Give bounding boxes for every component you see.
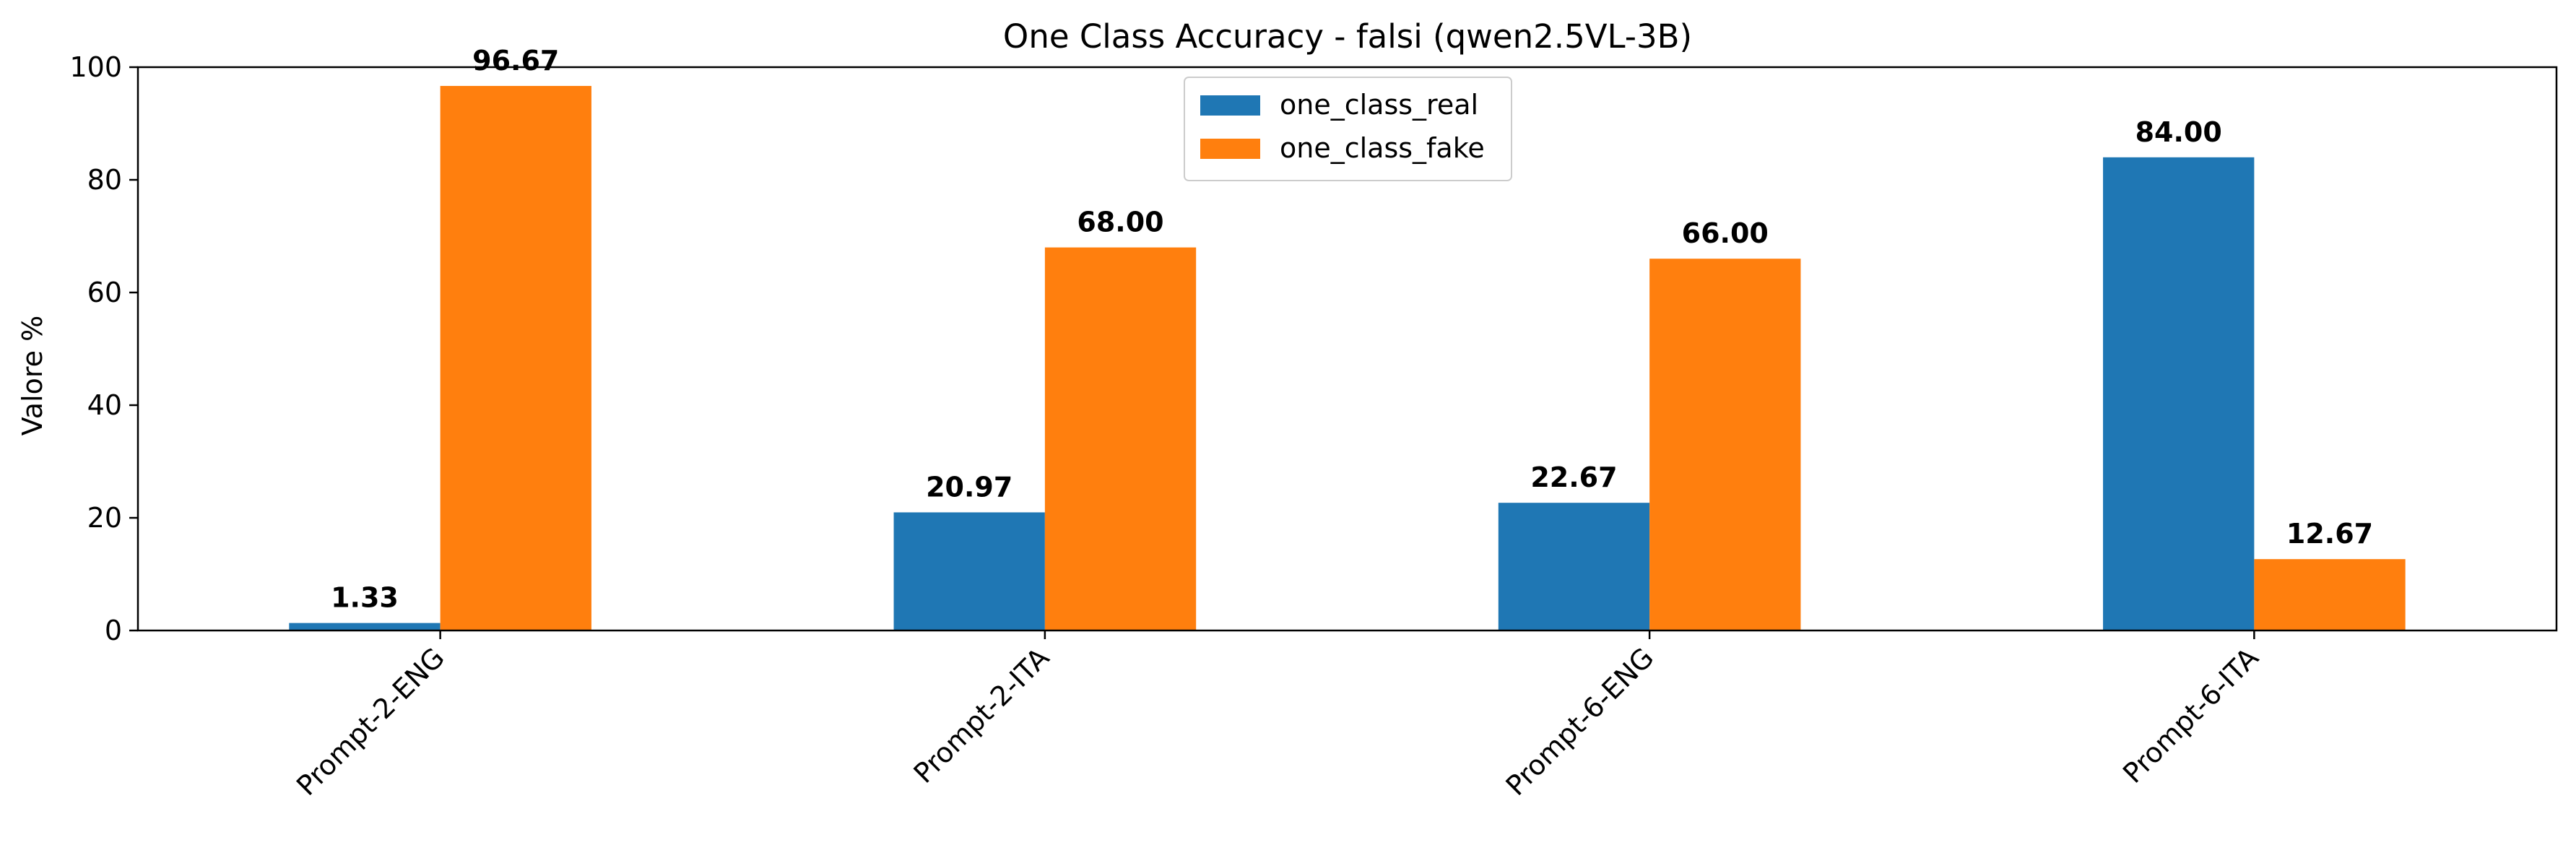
bar-one_class_fake-Prompt-2-ITA (1044, 247, 1197, 631)
x-tick-label-Prompt-6-ENG: Prompt-6-ENG (1500, 641, 1660, 802)
y-tick-label: 0 (105, 615, 122, 646)
legend: one_class_real one_class_fake (1184, 77, 1512, 181)
legend-box (1184, 77, 1512, 181)
data-label-one_class_fake-Prompt-6-ENG: 66.00 (1682, 217, 1769, 249)
bar-one_class_fake-Prompt-6-ITA (2254, 559, 2406, 630)
y-tick-label: 60 (87, 277, 122, 308)
bar-one_class_real-Prompt-2-ITA (893, 512, 1045, 630)
bar-one_class_real-Prompt-6-ITA (2103, 157, 2255, 631)
data-label-one_class_real-Prompt-6-ENG: 22.67 (1530, 462, 1617, 493)
y-tick-label: 40 (87, 389, 122, 421)
data-label-one_class_fake-Prompt-2-ITA: 68.00 (1077, 207, 1163, 238)
chart-title: One Class Accuracy - falsi (qwen2.5VL-3B… (1003, 17, 1692, 56)
data-label-one_class_fake-Prompt-6-ITA: 12.67 (2286, 518, 2373, 550)
data-label-one_class_real-Prompt-6-ITA: 84.00 (2135, 116, 2222, 148)
bar-one_class_fake-Prompt-6-ENG (1649, 259, 1801, 630)
axes-frame (136, 66, 2558, 632)
bar-one_class_real-Prompt-2-ENG (289, 623, 441, 630)
y-axis-label: Valore % (17, 316, 48, 436)
bar-one_class_fake-Prompt-2-ENG (440, 85, 591, 630)
y-tick-label: 20 (87, 502, 122, 534)
x-tick-label-Prompt-2-ITA: Prompt-2-ITA (908, 641, 1056, 789)
legend-swatch-one_class_fake (1200, 139, 1260, 159)
data-label-one_class_real-Prompt-2-ITA: 20.97 (926, 471, 1012, 503)
y-tick-label: 80 (87, 164, 122, 196)
x-tick-label-Prompt-2-ENG: Prompt-2-ENG (290, 641, 451, 802)
legend-label-one_class_real: one_class_real (1280, 89, 1478, 121)
bar-one_class_real-Prompt-6-ENG (1498, 503, 1650, 630)
legend-swatch-one_class_real (1200, 95, 1260, 116)
data-label-one_class_real-Prompt-2-ENG: 1.33 (331, 582, 399, 614)
x-tick-label-Prompt-6-ITA: Prompt-6-ITA (2117, 641, 2265, 789)
data-label-one_class_fake-Prompt-2-ENG: 96.67 (472, 45, 559, 77)
legend-label-one_class_fake: one_class_fake (1280, 132, 1485, 164)
y-tick-label: 100 (69, 51, 122, 83)
